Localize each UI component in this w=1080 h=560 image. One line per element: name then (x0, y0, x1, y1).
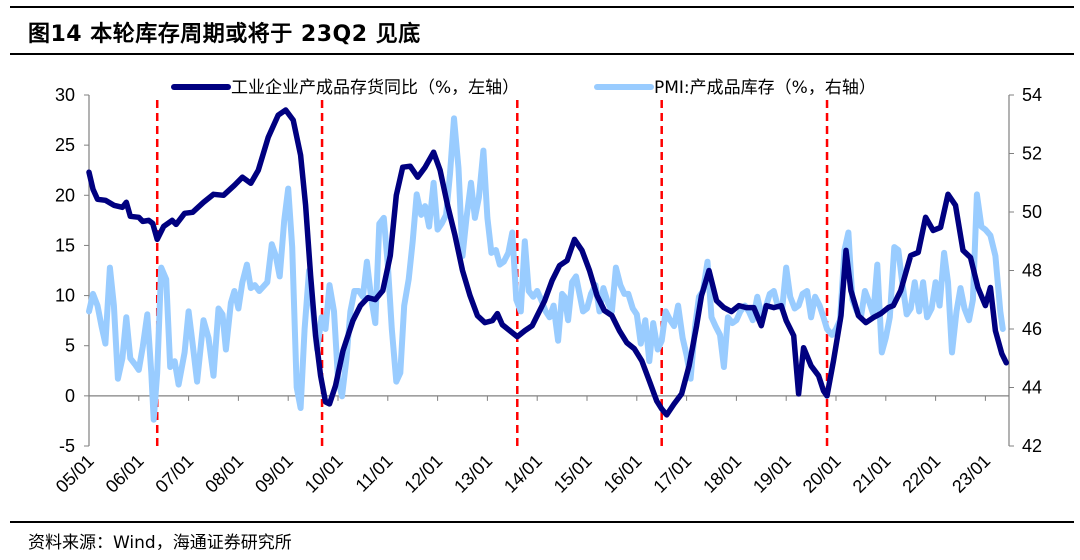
title-rule (10, 53, 1074, 55)
x-axis-tick-label: 17/01 (649, 451, 695, 497)
right-axis-tick-label: 48 (1022, 261, 1042, 281)
right-axis-tick-label: 52 (1022, 144, 1042, 164)
x-axis-tick-label: 23/01 (948, 451, 994, 497)
left-axis-tick-label: 5 (65, 336, 75, 356)
right-axis-tick-label: 46 (1022, 319, 1042, 339)
x-axis-tick-label: 14/01 (500, 451, 546, 497)
x-axis-tick-label: 08/01 (201, 451, 247, 497)
legend: 工业企业产成品存货同比（%，左轴） PMI:产成品库存（%，右轴） (171, 78, 876, 98)
right-axis-tick-label: 54 (1022, 85, 1042, 105)
x-axis-tick-label: 12/01 (400, 451, 446, 497)
right-axis-tick-label: 42 (1022, 436, 1042, 456)
x-axis-tick-label: 15/01 (550, 451, 596, 497)
left-axis-tick-label: -5 (59, 436, 75, 456)
x-axis-tick-label: 10/01 (301, 451, 347, 497)
bottom-rule (10, 521, 1074, 523)
left-axis-tick-label: 0 (65, 386, 75, 406)
x-axis-tick-label: 22/01 (898, 451, 944, 497)
cycle-lines (155, 100, 829, 450)
series-line-2 (86, 115, 1006, 423)
source-note: 资料来源：Wind，海通证券研究所 (28, 533, 292, 553)
x-axis-tick-label: 05/01 (52, 451, 98, 497)
x-axis-tick-label: 09/01 (251, 451, 297, 497)
x-axis-tick-label: 16/01 (600, 451, 646, 497)
right-axis-tick-label: 50 (1022, 202, 1042, 222)
x-axis-tick-label: 06/01 (102, 451, 148, 497)
x-axis-tick-label: 18/01 (699, 451, 745, 497)
x-axis-tick-label: 19/01 (749, 451, 795, 497)
figure-title: 图14 本轮库存周期或将于 23Q2 见底 (28, 22, 421, 47)
left-axis-tick-label: 30 (55, 85, 75, 105)
right-axis-tick-label: 44 (1022, 378, 1042, 398)
x-axis-tick-label: 20/01 (799, 451, 845, 497)
legend-label-series1: 工业企业产成品存货同比（%，左轴） (231, 78, 519, 98)
x-axis-tick-label: 13/01 (450, 451, 496, 497)
series-line-1 (86, 107, 1010, 418)
left-axis-tick-label: 10 (55, 286, 75, 306)
x-axis-tick-label: 07/01 (151, 451, 197, 497)
left-axis-tick-label: 25 (55, 135, 75, 155)
legend-label-series2: PMI:产成品库存（%，右轴） (654, 78, 876, 98)
left-axis-tick-label: 15 (55, 235, 75, 255)
top-rule (10, 6, 1074, 8)
x-axis-tick-label: 11/01 (352, 451, 397, 496)
x-axis-tick-label: 21/01 (849, 451, 895, 497)
series-layer (86, 107, 1010, 423)
left-axis-tick-label: 20 (55, 185, 75, 205)
